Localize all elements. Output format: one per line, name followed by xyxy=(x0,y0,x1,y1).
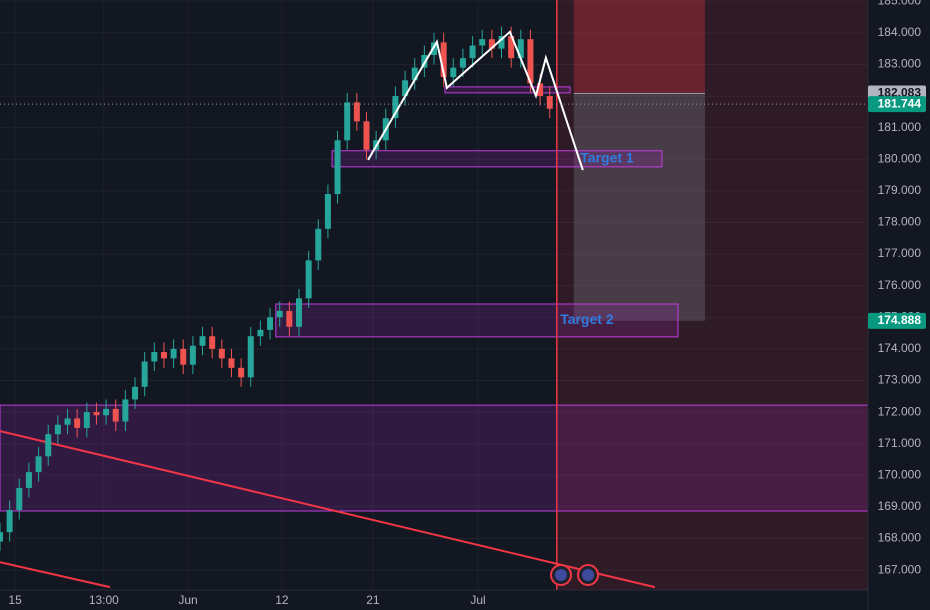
candle-body xyxy=(35,456,42,473)
candle-body xyxy=(324,194,331,229)
candle-body xyxy=(228,358,235,368)
candle-body xyxy=(151,352,158,362)
candle-body xyxy=(450,67,457,78)
candle-body xyxy=(267,317,274,330)
future-area xyxy=(556,0,868,590)
candle-body xyxy=(305,260,312,299)
y-tick-label: 180.000 xyxy=(878,151,922,165)
candle-body xyxy=(334,140,341,195)
zone xyxy=(0,404,869,512)
y-tick-label: 185.000 xyxy=(878,0,922,7)
stop-zone xyxy=(573,0,706,94)
y-tick-label: 184.000 xyxy=(878,25,922,39)
x-tick-label: 12 xyxy=(275,593,289,607)
candle-body xyxy=(25,472,32,488)
zone xyxy=(444,86,571,94)
y-tick-label: 173.000 xyxy=(878,373,922,387)
y-tick-label: 170.000 xyxy=(878,467,922,481)
target-zone xyxy=(573,93,706,321)
price-tag-label: 182.083 xyxy=(878,86,922,100)
price-tag-label: 174.888 xyxy=(878,313,922,327)
y-tick-label: 181.000 xyxy=(878,120,922,134)
x-tick-label: Jun xyxy=(178,593,197,607)
y-tick-label: 177.000 xyxy=(878,246,922,260)
candle-body xyxy=(247,336,254,378)
candle-body xyxy=(546,96,553,109)
candle-body xyxy=(257,329,264,337)
candle-body xyxy=(170,348,177,359)
candle-body xyxy=(402,80,409,97)
candle-body xyxy=(189,345,196,365)
x-tick-label: 21 xyxy=(366,593,380,607)
candle-body xyxy=(286,310,293,327)
candle-body xyxy=(353,102,360,122)
candle-body xyxy=(54,424,61,435)
y-tick-label: 178.000 xyxy=(878,215,922,229)
candle-body xyxy=(469,45,476,59)
candle-body xyxy=(315,228,322,261)
zone xyxy=(275,303,679,338)
candle-body xyxy=(83,412,90,428)
pattern-line xyxy=(367,30,584,171)
candle-body xyxy=(392,96,399,119)
price-tag-label: 181.744 xyxy=(878,96,922,110)
candle-body xyxy=(508,36,515,59)
candle-body xyxy=(93,412,100,416)
candle-body xyxy=(6,510,13,533)
y-tick-label: 171.000 xyxy=(878,436,922,450)
candle-body xyxy=(479,39,486,46)
price-tag xyxy=(868,312,926,329)
candle-body xyxy=(112,408,119,422)
candle-body xyxy=(295,298,302,327)
y-tick-label: 172.000 xyxy=(878,404,922,418)
candle-body xyxy=(238,367,245,378)
candle-body xyxy=(16,487,23,511)
candle-body xyxy=(363,121,370,150)
zone-label: Target 1 xyxy=(580,150,634,166)
event-icon xyxy=(555,569,567,581)
candle-body xyxy=(74,418,81,428)
x-tick-label: Jul xyxy=(470,593,485,607)
candle-body xyxy=(440,42,447,78)
x-tick-label: 13:00 xyxy=(89,593,119,607)
candle-body xyxy=(141,361,148,387)
y-tick-label: 174.000 xyxy=(878,341,922,355)
candle-body xyxy=(459,58,466,68)
x-tick-label: 15 xyxy=(8,593,22,607)
candle-body xyxy=(180,348,187,365)
candle-body xyxy=(0,532,3,542)
y-tick-label: 169.000 xyxy=(878,499,922,513)
y-tick-label: 183.000 xyxy=(878,57,922,71)
y-tick-label: 168.000 xyxy=(878,531,922,545)
candle-body xyxy=(209,336,216,349)
candle-body xyxy=(45,434,52,457)
event-icon xyxy=(582,569,594,581)
y-tick-label: 167.000 xyxy=(878,562,922,576)
candle-body xyxy=(411,67,418,81)
candle-body xyxy=(498,36,505,49)
candle-body xyxy=(537,83,544,97)
candle-body xyxy=(527,39,534,84)
candle-body xyxy=(517,39,524,59)
trendline xyxy=(0,430,656,589)
candle-body xyxy=(218,348,225,359)
candle-body xyxy=(276,310,283,318)
candle-body xyxy=(64,418,71,425)
candle-body xyxy=(160,352,167,359)
trendline xyxy=(0,561,111,589)
candle-body xyxy=(103,408,110,416)
y-tick-label: 179.000 xyxy=(878,183,922,197)
candle-body xyxy=(199,336,206,346)
candle-body xyxy=(122,399,129,422)
y-tick-label: 176.000 xyxy=(878,278,922,292)
price-tag xyxy=(868,96,926,113)
candle-body xyxy=(344,102,351,141)
candle-body xyxy=(488,39,495,49)
candle-body xyxy=(132,386,139,400)
zone-label: Target 2 xyxy=(560,311,614,327)
